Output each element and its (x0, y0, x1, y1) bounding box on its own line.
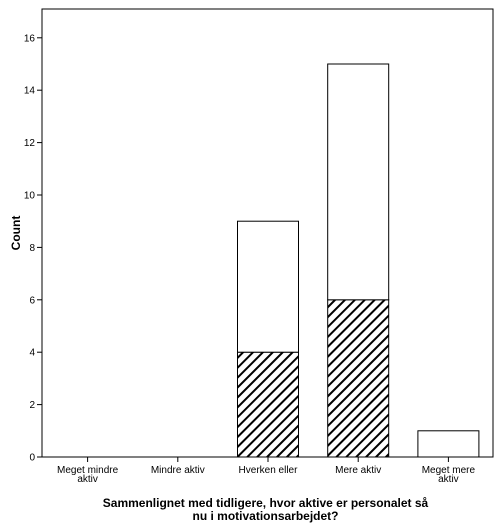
bar-segment-hatched (237, 351, 299, 458)
bars (237, 63, 480, 458)
y-tick-label: 8 (29, 243, 35, 254)
x-category-label-line: Mindre aktiv (151, 465, 205, 476)
y-tick-label: 2 (29, 400, 35, 411)
x-axis-title-line: nu i motivationsarbejdet? (192, 509, 338, 523)
bar-segment-white (237, 220, 299, 353)
x-category-label-line: Meget mere (422, 465, 476, 476)
x-category-label-line: Hverken eller (239, 465, 299, 476)
bar-segment-white (417, 430, 480, 458)
y-tick-label: 14 (24, 86, 36, 97)
x-category-label: Hverken eller (239, 465, 299, 476)
y-tick-label: 12 (24, 138, 36, 149)
x-category-label: Mindre aktiv (151, 465, 205, 476)
x-category-label: Meget mindre aktiv (57, 465, 119, 485)
x-axis-title-line: Sammenlignet med tidligere, hvor aktive … (103, 496, 429, 510)
bar-segment-white (327, 63, 390, 301)
x-axis-title: Sammenlignet med tidligere, hvor aktive … (103, 496, 429, 523)
bar-segment-hatched (327, 299, 390, 458)
y-tick-label: 16 (24, 33, 36, 44)
y-tick-label: 6 (29, 295, 35, 306)
x-category-label-line: aktiv (77, 474, 98, 485)
x-category-label: Mere aktiv (335, 465, 381, 476)
x-category-label-line: Meget mindre (57, 465, 119, 476)
y-tick-label: 0 (29, 453, 35, 464)
y-axis-title: Count (9, 216, 23, 251)
x-category-label: Meget mere aktiv (422, 465, 476, 485)
y-tick-label: 4 (29, 348, 35, 359)
x-category-label-line: aktiv (438, 474, 459, 485)
y-axis: 0 2 4 6 8 10 12 14 16 (24, 33, 42, 464)
x-category-label-line: Mere aktiv (335, 465, 381, 476)
y-tick-label: 10 (24, 191, 36, 202)
